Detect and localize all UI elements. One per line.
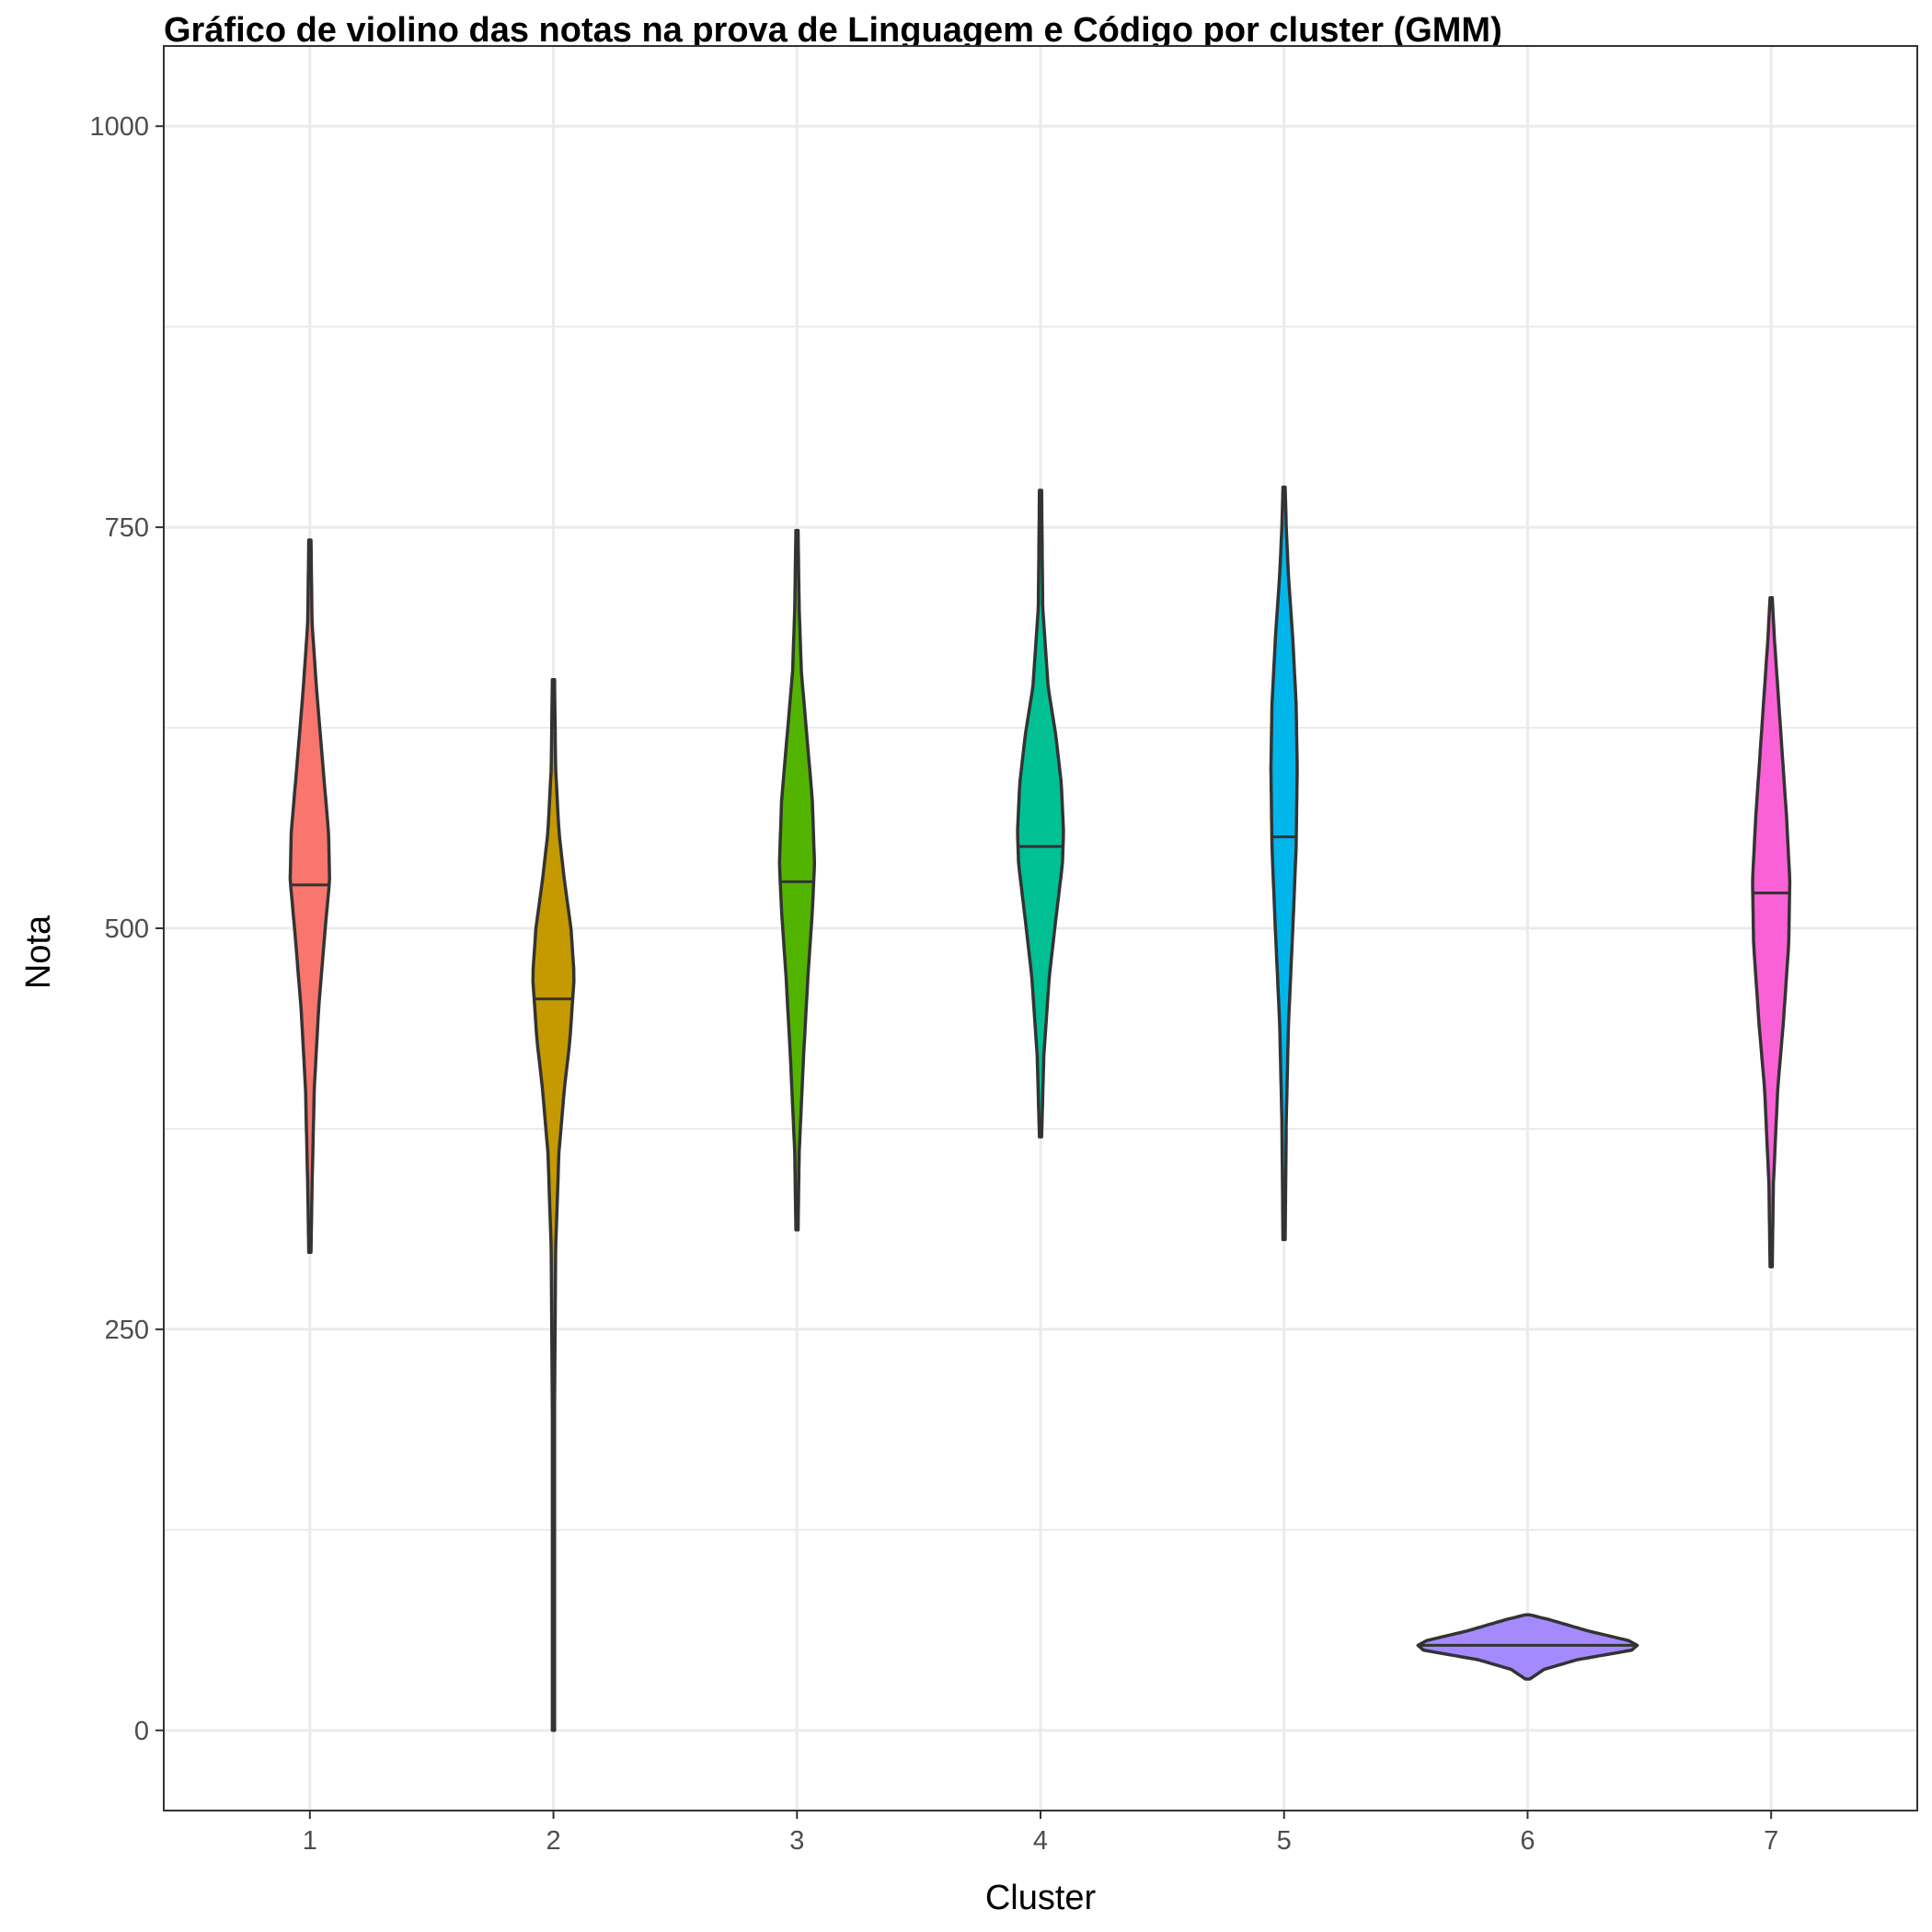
y-tick-label: 750 [105, 513, 149, 543]
violin-cluster-7 [1751, 596, 1792, 1269]
y-tick-label: 250 [105, 1316, 149, 1345]
violin-cluster-1 [288, 538, 331, 1254]
x-tick-label: 5 [1277, 1826, 1292, 1856]
x-axis-title: Cluster [985, 1879, 1097, 1917]
x-tick-label: 7 [1764, 1826, 1778, 1856]
x-tick-label: 6 [1520, 1826, 1535, 1856]
y-axis-title: Nota [19, 914, 58, 989]
x-tick-label: 3 [789, 1826, 804, 1856]
violins [288, 485, 1792, 1732]
y-tick-label: 1000 [89, 112, 149, 142]
violin-cluster-3 [777, 528, 817, 1232]
x-tick-label: 1 [303, 1826, 317, 1856]
y-tick-label: 500 [105, 914, 149, 944]
x-tick-label: 2 [546, 1826, 560, 1856]
violin-cluster-6 [1416, 1613, 1639, 1681]
x-tick-label: 4 [1033, 1826, 1048, 1856]
violin-cluster-2 [531, 677, 576, 1732]
violin-cluster-4 [1016, 489, 1065, 1139]
axes: 0 250 500 750 1000 1 2 3 4 5 6 7 [89, 112, 1778, 1856]
y-tick-label: 0 [134, 1717, 149, 1746]
chart-title: Gráfico de violino das notas na prova de… [164, 11, 1502, 50]
violin-cluster-5 [1269, 485, 1299, 1242]
